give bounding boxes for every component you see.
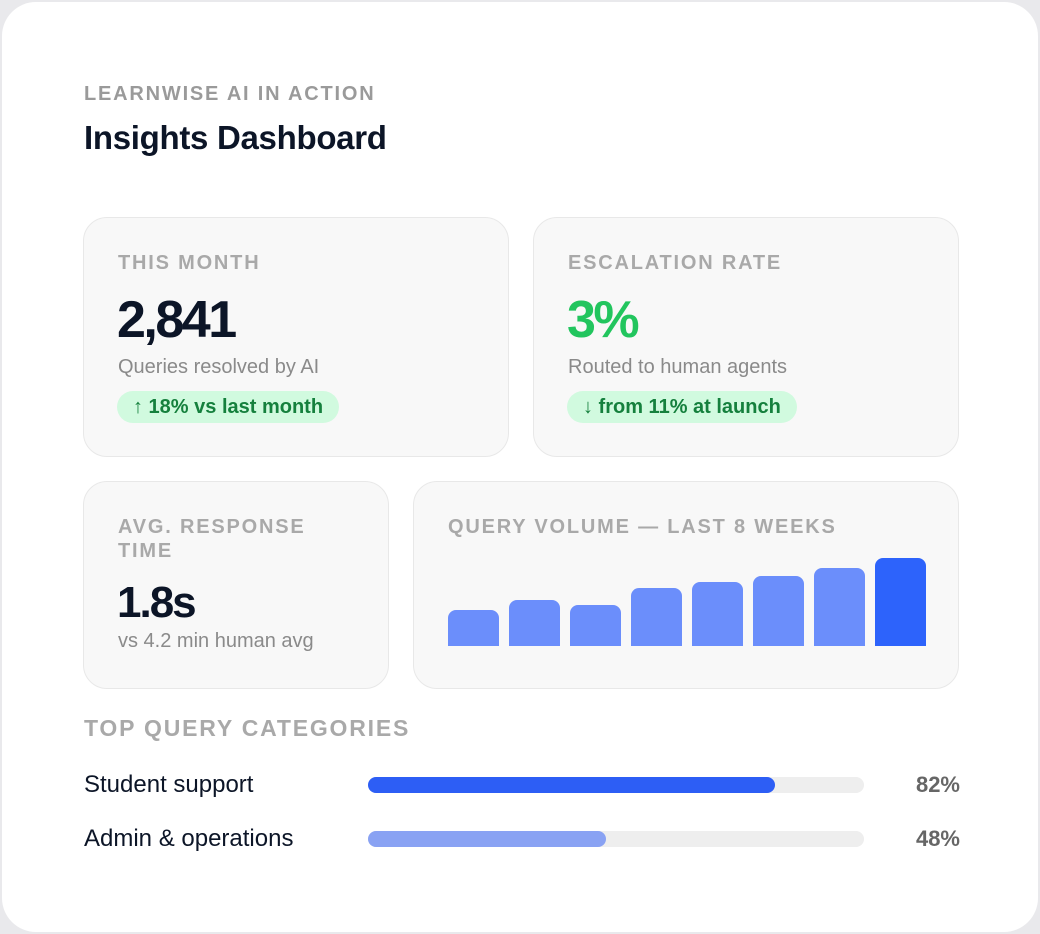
stat-label: THIS MONTH: [118, 252, 261, 274]
stat-label: AVG. RESPONSE TIME: [118, 516, 306, 562]
query-volume-chart: [448, 558, 926, 646]
category-row: Student support 82%: [84, 769, 960, 801]
trend-badge: ↓ from 11% at launch: [567, 391, 797, 423]
stat-value: 3%: [567, 291, 640, 349]
section-title: TOP QUERY CATEGORIES: [84, 715, 411, 741]
volume-bar: [631, 587, 682, 646]
category-percent: 82%: [915, 772, 960, 797]
volume-bar: [753, 576, 804, 646]
volume-bar: [814, 567, 865, 646]
chart-label: QUERY VOLUME — LAST 8 WEEKS: [448, 516, 837, 538]
volume-bar: [570, 604, 621, 646]
stat-label: ESCALATION RATE: [568, 252, 783, 274]
stat-value: 1.8s: [117, 578, 197, 627]
stat-value: 2,841: [117, 291, 237, 349]
volume-bar: [875, 558, 926, 646]
category-name: Admin & operations: [84, 825, 294, 852]
eyebrow-label: LEARNWISE AI IN ACTION: [84, 83, 376, 105]
category-percent: 48%: [915, 826, 960, 851]
volume-bar: [692, 581, 743, 646]
volume-bar: [509, 600, 560, 646]
page-title: Insights Dashboard: [84, 119, 387, 156]
stat-card-escalation-rate: ESCALATION RATE 3% Routed to human agent…: [533, 217, 959, 457]
category-bar-fill: [368, 831, 607, 847]
category-bar-track: [368, 831, 864, 847]
category-bar-fill: [368, 777, 775, 793]
stat-caption: vs 4.2 min human avg: [118, 630, 314, 652]
stat-card-this-month: THIS MONTH 2,841 Queries resolved by AI …: [83, 217, 509, 457]
stat-caption: Queries resolved by AI: [118, 356, 320, 378]
category-bar-track: [368, 777, 864, 793]
volume-bar: [448, 609, 499, 646]
category-row: Admin & operations 48%: [84, 823, 960, 855]
trend-badge: ↑ 18% vs last month: [117, 391, 340, 423]
stat-card-response-time: AVG. RESPONSE TIME 1.8s vs 4.2 min human…: [83, 481, 389, 689]
category-name: Student support: [84, 771, 254, 798]
query-volume-card: QUERY VOLUME — LAST 8 WEEKS: [413, 481, 959, 689]
stat-caption: Routed to human agents: [568, 356, 788, 378]
